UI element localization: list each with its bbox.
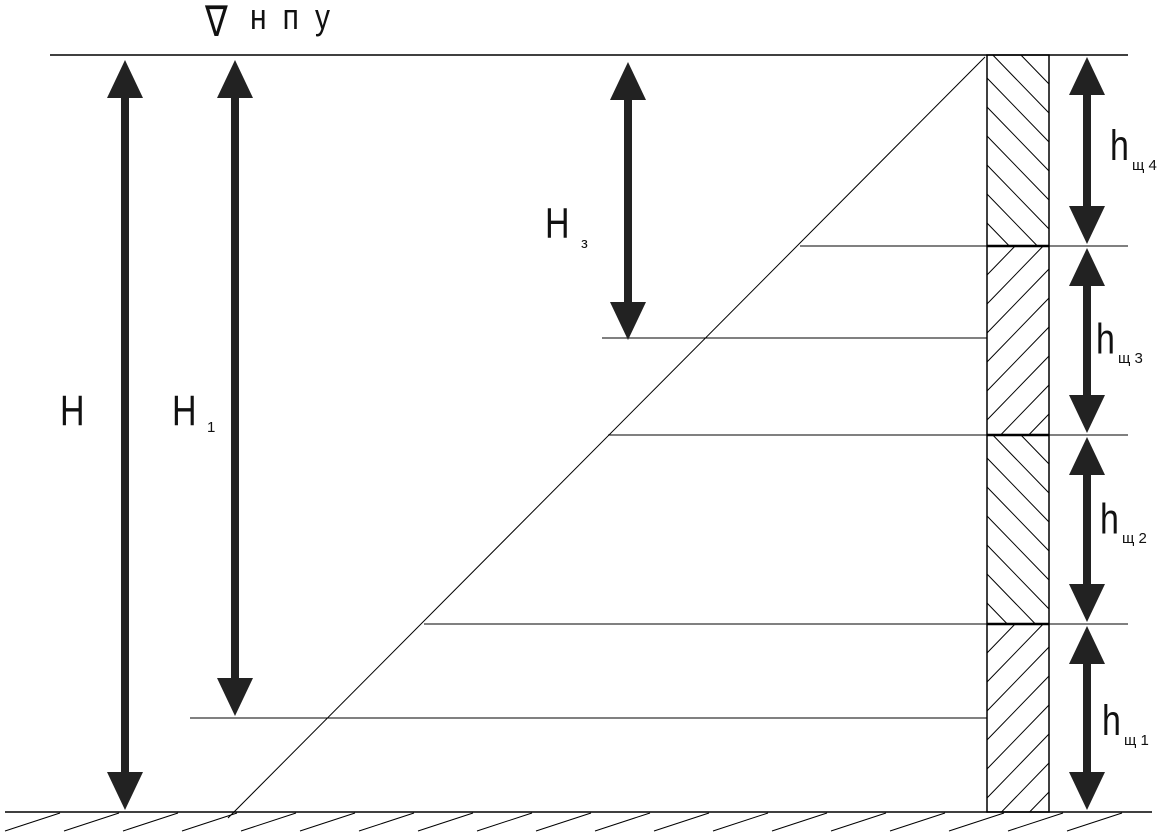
arrow-H3 [610,62,646,340]
arrow-h2 [1069,437,1105,622]
hatch-line [1000,384,1050,436]
shield-hatch [986,54,1050,247]
hatch-line [986,164,1050,230]
ground-hatch-line [535,812,592,832]
hatch-line [1029,791,1050,813]
ground-hatch-line [122,812,179,832]
ground [4,811,1152,832]
hatch-line [986,457,1050,523]
hatch-line [1028,413,1050,436]
ground-hatch-line [4,812,61,832]
hatch-line [1020,434,1050,465]
hatch-line [992,54,1050,114]
ground-hatch-line [1066,812,1123,832]
label-h3-sub: щ 3 [1118,350,1143,367]
ground-hatch-line [653,812,710,832]
pressure-diagonal [227,56,986,819]
hatch-line [986,355,1050,421]
arrow-H [107,60,143,810]
ground-hatch-line [63,812,120,832]
label-H3: H [545,200,570,247]
hatch-line [986,245,1016,276]
nabla-symbol: ∇ [204,0,228,46]
ground-hatch-line [712,812,769,832]
label-H1-sub: 1 [207,419,215,436]
hatch-line [986,733,1050,799]
hatch-line [986,222,1010,247]
shield-hatch [986,245,1050,436]
arrow-h4 [1069,57,1105,244]
hatch-line [986,135,1050,201]
shield-hatch [986,623,1050,813]
ground-hatch-line [358,812,415,832]
title-text: н п у [250,0,330,37]
arrow-H1 [217,60,253,716]
hatch-line [986,573,1036,625]
arrow-h1 [1069,626,1105,810]
ground-hatch-line [240,812,297,832]
label-H1: H [172,387,197,434]
hatch-line [986,77,1050,143]
ground-hatch-line [771,812,828,832]
label-h4: h [1110,122,1129,169]
hatch-line [986,602,1008,625]
hatch-line [986,623,1016,654]
hatch-line [986,704,1050,770]
ground-hatch-line [181,812,238,832]
hatch-line [1020,54,1050,85]
arrow-h3 [1069,248,1105,433]
hatch-line [986,106,1050,172]
hatch-line [986,245,1044,305]
hatch-line [986,326,1050,392]
ground-hatch-line [594,812,651,832]
hatch-line [986,193,1038,247]
hatch-line [992,434,1050,494]
hatch-line [986,623,1044,683]
hatch-line [986,268,1050,334]
shield-hatch [986,434,1050,625]
title-label: ∇ н п у [204,0,330,46]
gate-wall [986,54,1050,813]
hatch-line [986,297,1050,363]
label-h2-sub: щ 2 [1122,530,1147,547]
hatch-line [986,515,1050,581]
ground-hatch-line [889,812,946,832]
ground-hatch-line [948,812,1005,832]
ground-hatch-line [830,812,887,832]
hatch-line [986,486,1050,552]
hatch-line [986,675,1050,741]
label-H: H [60,387,85,434]
label-h1-sub: щ 1 [1124,732,1149,749]
label-H3-sub: з [581,235,588,252]
ground-hatch-line [1007,812,1064,832]
ground-hatch-line [476,812,533,832]
label-h2: h [1100,496,1119,543]
ground-hatch-line [299,812,356,832]
hatch-line [986,544,1050,610]
ground-hatch-line [417,812,474,832]
label-h1: h [1102,697,1121,744]
hatch-line [1001,762,1050,813]
label-h3: h [1096,316,1115,363]
hatch-line [986,646,1050,712]
label-h4-sub: щ 4 [1132,157,1157,174]
